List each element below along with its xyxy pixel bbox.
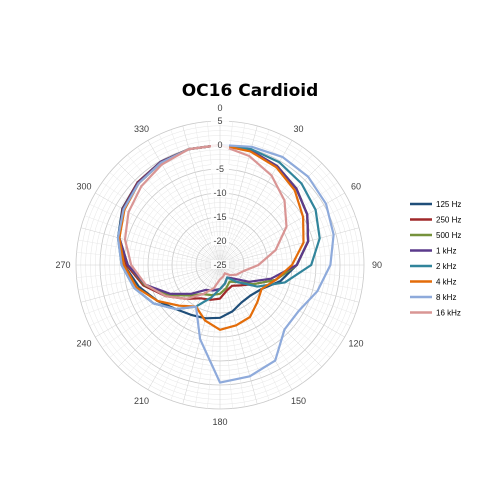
angle-label: 0 [217,103,222,113]
legend-label: 125 Hz [436,200,461,209]
grid-spoke [76,252,221,266]
grid-spoke [219,172,331,266]
angle-labels: 0 30 60 90 120 150 180 210 240 270 300 330 [55,103,382,427]
grid-spoke [219,154,313,266]
series-line [116,143,335,384]
tick-label-bg [211,140,229,149]
angle-label: 120 [348,339,363,349]
tick-label-bg [211,236,229,245]
grid-spoke [219,264,313,376]
grid-spoke [219,215,356,266]
grid-spoke [170,264,221,401]
grid-spoke [137,264,221,384]
grid-spoke [219,140,293,266]
grid-spoke [101,182,221,266]
radial-tick-label: -20 [213,236,226,246]
grid-spoke [219,182,339,266]
legend-label: 4 kHz [436,278,456,287]
angle-label: 270 [55,260,70,270]
grid-spoke [78,239,221,266]
grid-spoke [219,264,233,409]
grid-spoke [89,264,221,327]
angle-label: 300 [77,182,92,192]
grid-spoke [219,264,270,401]
grid-spoke [80,227,221,266]
grid-spoke [194,264,221,407]
tick-label-bg [211,164,229,173]
grid-spoke [158,264,221,396]
legend-label: 250 Hz [436,216,461,225]
grid-spoke [219,264,356,315]
tick-label-bg [211,188,229,197]
legend-label: 2 kHz [436,262,456,271]
grid-spoke [219,264,351,327]
radial-tick-label: -10 [213,188,226,198]
angle-label: 240 [77,339,92,349]
radial-tick-label: -15 [213,212,226,222]
grid-spoke [80,264,221,303]
grid-spoke [95,192,221,266]
radial-tick-label: -5 [216,164,224,174]
grid-spoke [89,203,221,266]
grid-spoke [219,264,345,338]
legend-label: 1 kHz [436,247,456,256]
grid-spoke [219,146,303,266]
angle-label: 60 [351,182,361,192]
grid-spoke [219,192,345,266]
grid-spoke [76,264,221,278]
grid-spoke [219,239,362,266]
grid-spoke [219,227,360,266]
angle-label: 330 [134,124,149,134]
radial-tick-labels: 5 0 -5 -10 -15 -20 -25 [211,116,229,270]
angle-label: 30 [293,124,303,134]
angle-label: 150 [291,396,306,406]
legend-label: 8 kHz [436,293,456,302]
tick-label-bg [211,260,229,269]
tick-label-bg [211,212,229,221]
radial-tick-label: 0 [217,140,222,150]
grid-spoke [127,264,221,376]
legend-label: 16 kHz [436,309,461,318]
angle-label: 210 [134,396,149,406]
grid-spoke [219,252,364,266]
grid-spoke [147,264,221,390]
angle-label: 180 [212,417,227,427]
grid-spoke [84,215,221,266]
grid-spoke [219,162,323,266]
grid-spoke [219,134,282,266]
radial-tick-label: 5 [217,116,222,126]
radial-tick-label: -25 [213,260,226,270]
grid-spoke [158,134,221,266]
angle-label: 90 [372,260,382,270]
grid-spoke [109,264,221,358]
grid-spoke [78,264,221,291]
grid-spoke [117,162,221,266]
grid-spoke [137,146,221,266]
grid-spoke [127,154,221,266]
legend: 125 Hz 250 Hz 500 Hz 1 kHz 2 kHz 4 kHz 8 kHz 16… [410,200,461,318]
grid-spoke [117,264,221,368]
series-group [116,143,335,384]
legend-label: 500 Hz [436,231,461,240]
grid-spoke [109,172,221,266]
series-line [123,143,288,300]
chart-title: OC16 Cardioid [182,81,319,101]
tick-label-bg [211,116,229,125]
